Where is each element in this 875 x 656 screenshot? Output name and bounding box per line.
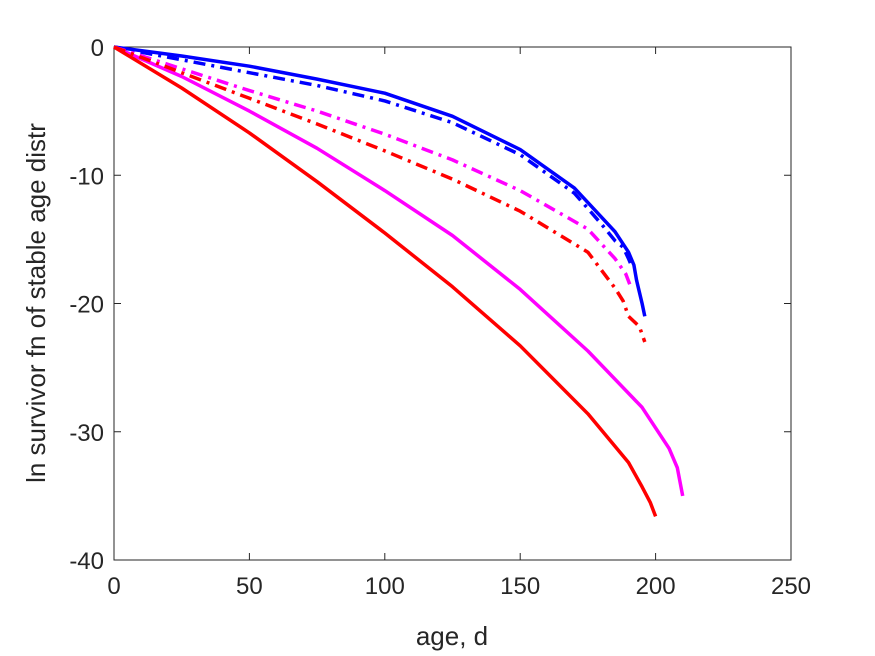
- y-tick-label: 0: [91, 35, 104, 62]
- y-tick-label: -10: [69, 163, 104, 190]
- y-tick-label: -20: [69, 292, 104, 319]
- series-group: [113, 45, 685, 518]
- x-axis-label: age, d: [416, 621, 488, 651]
- y-tick-label: -40: [69, 548, 104, 575]
- x-tick-label: 250: [771, 573, 811, 600]
- y-axis-label: ln survivor fn of stable age distr: [21, 123, 51, 483]
- series-line-5: [113, 45, 658, 518]
- y-axis-ticks: -40 -30 -20 -10 0: [69, 35, 791, 575]
- plot-area: [113, 46, 792, 561]
- series-line-6: [113, 45, 647, 343]
- series-line-3: [113, 45, 685, 497]
- series-line-1: [113, 45, 647, 317]
- x-tick-label: 200: [636, 573, 676, 600]
- series-line-2: [113, 45, 633, 266]
- y-tick-label: -30: [69, 420, 104, 447]
- x-tick-label: 150: [500, 573, 540, 600]
- x-axis-ticks: 0 50 100 150 200 250: [107, 47, 811, 600]
- x-tick-label: 50: [236, 573, 263, 600]
- x-tick-label: 0: [107, 573, 120, 600]
- x-tick-label: 100: [365, 573, 405, 600]
- series-line-4: [113, 45, 633, 289]
